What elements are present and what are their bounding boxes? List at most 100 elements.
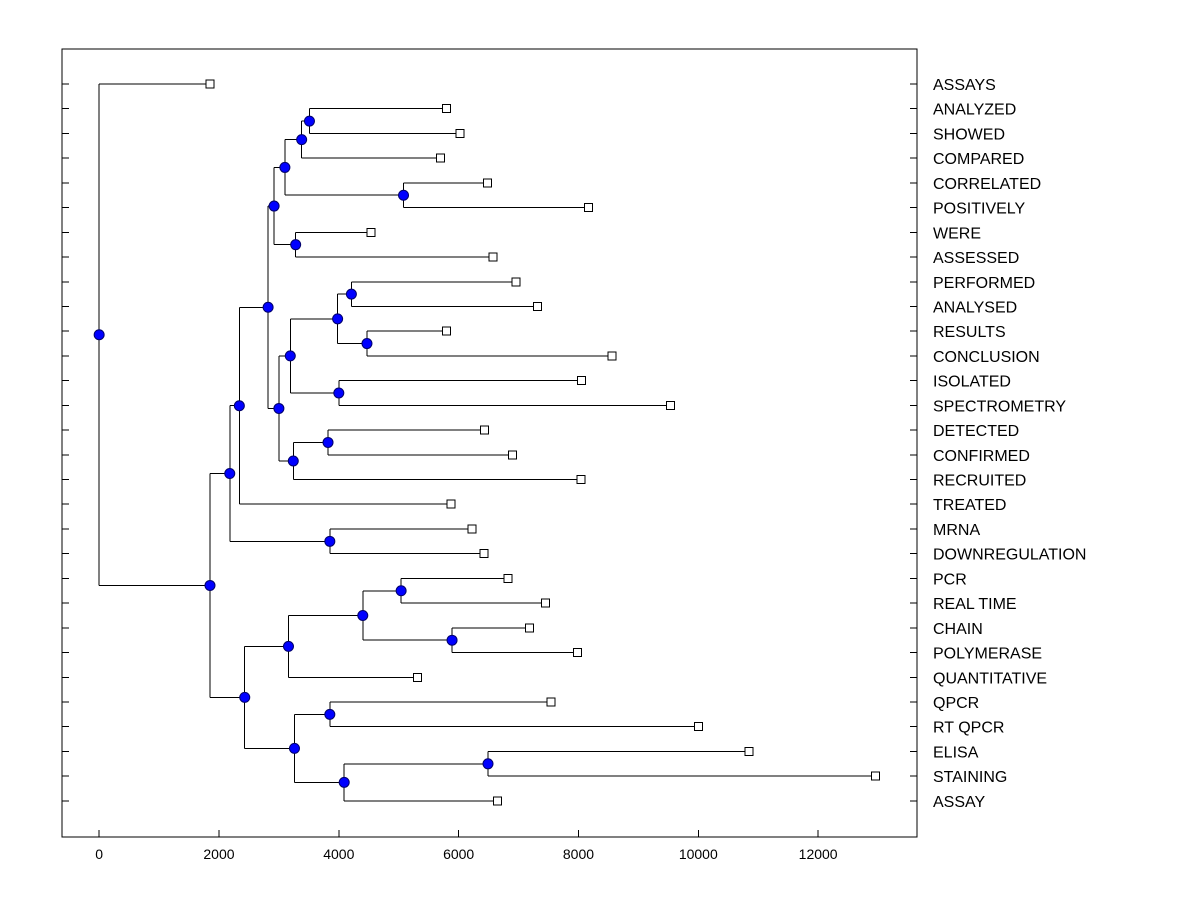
- leaf-marker: [493, 796, 503, 806]
- leaf-marker: [546, 697, 556, 707]
- leaf-label: WERE: [933, 225, 981, 242]
- leaf-label: ANALYSED: [933, 299, 1017, 316]
- x-axis: 0 2000 4000 6000 8000 10000 12000: [95, 830, 838, 862]
- leaf-marker: [205, 79, 215, 89]
- merge-node: [324, 708, 336, 720]
- leaf-marker: [607, 351, 617, 361]
- merge-node: [224, 468, 236, 480]
- merge-node: [338, 776, 350, 788]
- leaf-label: CHAIN: [933, 621, 983, 638]
- leaf-label: PCR: [933, 571, 967, 588]
- merge-node: [333, 387, 345, 399]
- leaf-label: RESULTS: [933, 324, 1006, 341]
- merge-node: [361, 338, 373, 350]
- merge-node: [332, 313, 344, 325]
- merge-node: [357, 609, 369, 621]
- merge-node: [233, 400, 245, 412]
- merge-node: [324, 535, 336, 547]
- merge-node: [322, 436, 334, 448]
- merge-node: [446, 634, 458, 646]
- leaf-marker: [442, 104, 452, 114]
- merge-node: [262, 301, 274, 313]
- plot-frame: [61, 48, 918, 838]
- leaf-label: SPECTROMETRY: [933, 398, 1066, 415]
- merge-node: [239, 691, 251, 703]
- leaf-marker: [744, 746, 754, 756]
- x-tick-label: 8000: [563, 846, 594, 862]
- leaf-label: ASSAY: [933, 794, 986, 811]
- merge-nodes: [93, 115, 494, 788]
- merge-node: [303, 115, 315, 127]
- leaf-marker: [446, 499, 456, 509]
- merge-node: [204, 579, 216, 591]
- leaf-labels: ASSAYS ANALYZED SHOWED COMPARED CORRELATED PO…: [933, 77, 1086, 811]
- leaf-marker: [455, 128, 465, 138]
- leaf-label: CONFIRMED: [933, 448, 1030, 465]
- leaf-label: DOWNREGULATION: [933, 547, 1086, 564]
- leaf-marker: [524, 623, 534, 633]
- leaf-label: PERFORMED: [933, 275, 1035, 292]
- merge-node: [398, 189, 410, 201]
- merge-node: [279, 161, 291, 173]
- left-ticks: [62, 83, 69, 802]
- leaf-marker: [467, 524, 477, 534]
- leaf-marker: [479, 549, 489, 559]
- right-ticks: [910, 83, 917, 802]
- leaf-marker: [442, 326, 452, 336]
- leaf-marker: [436, 153, 446, 163]
- leaf-marker: [508, 450, 518, 460]
- leaf-markers: [205, 79, 881, 806]
- leaf-marker: [533, 301, 543, 311]
- x-tick-label: 0: [95, 846, 103, 862]
- merge-node: [284, 350, 296, 362]
- leaf-label: SHOWED: [933, 126, 1005, 143]
- merge-node: [290, 239, 302, 251]
- x-tick-label: 10000: [679, 846, 718, 862]
- merge-node: [287, 455, 299, 467]
- leaf-label: QPCR: [933, 695, 979, 712]
- leaf-label: POLYMERASE: [933, 646, 1042, 663]
- leaf-marker: [366, 227, 376, 237]
- x-tick-label: 6000: [443, 846, 474, 862]
- leaf-label: CORRELATED: [933, 176, 1041, 193]
- merge-node: [482, 758, 494, 770]
- leaf-marker: [584, 203, 594, 213]
- leaf-label: ELISA: [933, 744, 979, 761]
- leaf-label: ISOLATED: [933, 374, 1011, 391]
- leaf-label: QUANTITATIVE: [933, 670, 1047, 687]
- leaf-marker: [871, 771, 881, 781]
- merge-node: [296, 134, 308, 146]
- merge-node: [395, 585, 407, 597]
- leaf-label: RT QPCR: [933, 720, 1004, 737]
- leaf-marker: [503, 573, 513, 583]
- leaf-marker: [576, 376, 586, 386]
- leaf-label: MRNA: [933, 522, 980, 539]
- x-tick-label: 12000: [799, 846, 838, 862]
- leaf-label: TREATED: [933, 497, 1006, 514]
- leaf-marker: [479, 425, 489, 435]
- leaf-label: ASSESSED: [933, 250, 1019, 267]
- leaf-label: ASSAYS: [933, 77, 996, 94]
- merge-node: [282, 640, 294, 652]
- leaf-label: COMPARED: [933, 151, 1024, 168]
- x-tick-label: 2000: [203, 846, 234, 862]
- leaf-marker: [511, 277, 521, 287]
- merge-node: [288, 742, 300, 754]
- leaf-marker: [666, 400, 676, 410]
- merge-node: [273, 402, 285, 414]
- leaf-marker: [541, 598, 551, 608]
- merge-node: [268, 200, 280, 212]
- leaf-label: REAL TIME: [933, 596, 1017, 613]
- leaf-marker: [488, 252, 498, 262]
- leaf-label: STAINING: [933, 769, 1007, 786]
- leaf-marker: [693, 722, 703, 732]
- leaf-marker: [572, 648, 582, 658]
- merge-node: [93, 329, 105, 341]
- leaf-marker: [412, 672, 422, 682]
- x-tick-label: 4000: [323, 846, 354, 862]
- leaf-label: DETECTED: [933, 423, 1019, 440]
- leaf-label: RECRUITED: [933, 473, 1026, 490]
- leaf-marker: [576, 475, 586, 485]
- merge-node: [345, 288, 357, 300]
